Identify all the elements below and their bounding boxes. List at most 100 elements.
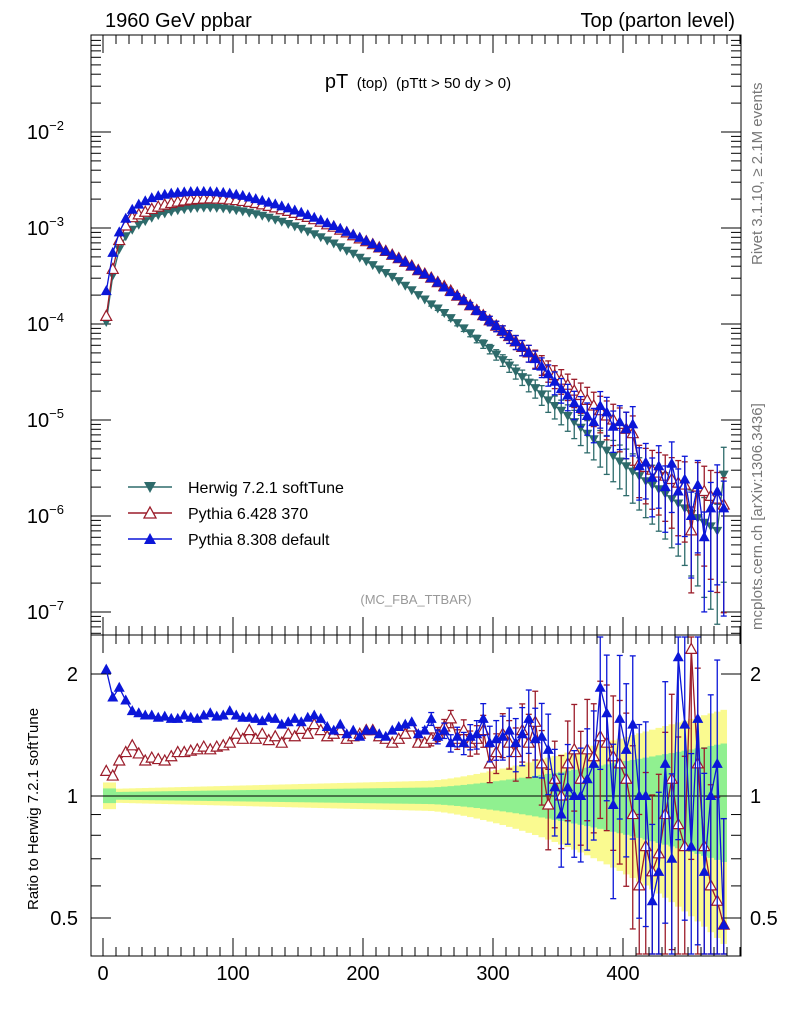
ratio-point-pythia8	[607, 799, 619, 810]
ratio-point-pythia8	[718, 919, 730, 930]
main-point-herwig	[517, 373, 528, 383]
ratio-point-pythia8	[328, 724, 340, 735]
main-point-pythia8	[380, 245, 392, 256]
main-point-herwig	[562, 412, 573, 422]
ratio-point-pythia8	[321, 720, 333, 731]
main-point-herwig	[556, 406, 567, 416]
main-point-pythia8	[445, 286, 457, 297]
main-tick-label: 10−7	[27, 598, 64, 624]
main-point-herwig	[497, 356, 508, 366]
main-point-pythia8	[432, 276, 444, 287]
legend-label-herwig: Herwig 7.2.1 softTune	[188, 480, 344, 497]
legend: Herwig 7.2.1 softTune Pythia 6.428 370 P…	[128, 480, 344, 549]
main-point-herwig	[523, 378, 534, 388]
main-point-pythia8	[120, 212, 132, 223]
main-point-herwig	[549, 401, 560, 411]
main-tick-label: 10−5	[27, 406, 64, 432]
main-point-pythia8	[627, 418, 639, 429]
main-point-pythia8	[536, 360, 548, 371]
ratio-point-pythia8	[659, 757, 671, 768]
main-point-herwig	[484, 344, 495, 354]
ratio-point-pythia8	[698, 865, 710, 876]
main-point-herwig	[179, 205, 190, 215]
main-point-herwig	[283, 220, 294, 230]
main-point-pythia8	[549, 375, 561, 386]
ratio-panel: 2 2 1 1 0.5 0.5	[50, 634, 778, 957]
ratio-point-pythia8	[581, 773, 593, 784]
main-point-herwig	[289, 222, 300, 232]
series-pythia8	[100, 185, 730, 617]
rivet-label: Rivet 3.1.10, ≥ 2.1M events	[749, 83, 766, 266]
main-point-pythia8	[256, 194, 268, 205]
main-point-pythia8	[477, 309, 489, 320]
x-axis-ticks: 0 100 200 300 400	[97, 35, 741, 985]
ratio-point-pythia8	[529, 733, 541, 744]
ratio-point-pythia8	[503, 724, 515, 735]
ratio-point-pythia8	[334, 718, 346, 729]
legend-marker-pythia8	[144, 533, 156, 544]
main-point-herwig	[133, 220, 144, 230]
ratio-point-pythia6	[684, 642, 698, 655]
ratio-series-group	[99, 636, 731, 955]
main-point-pythia8	[705, 502, 717, 513]
main-point-pythia8	[412, 264, 424, 275]
ratio-point-pythia6	[119, 745, 133, 758]
main-point-pythia8	[529, 353, 541, 364]
main-point-pythia6	[697, 484, 711, 497]
main-point-pythia8	[393, 252, 405, 263]
main-point-pythia8	[321, 217, 333, 228]
ratio-point-pythia8	[367, 724, 379, 735]
ratio-point-pythia8	[490, 733, 502, 744]
ratio-point-pythia8	[204, 707, 216, 718]
ratio-point-pythia8	[263, 711, 275, 722]
main-point-herwig	[569, 418, 580, 428]
main-point-pythia8	[406, 260, 418, 271]
main-point-pythia8	[620, 423, 632, 434]
main-point-pythia8	[542, 368, 554, 379]
ratio-point-pythia8	[308, 709, 320, 720]
main-point-herwig	[354, 253, 365, 263]
ratio-point-pythia8	[575, 790, 587, 800]
ratio-point-pythia8	[555, 808, 567, 819]
x-tick-label: 200	[346, 963, 379, 985]
plot-title: pT (top) (pTtt > 50 dy > 0)	[325, 71, 511, 93]
main-point-pythia8	[295, 206, 307, 217]
main-point-pythia8	[373, 241, 385, 252]
ratio-point-pythia6	[106, 768, 120, 781]
ratio-point-pythia8	[614, 712, 626, 723]
ratio-point-pythia6	[307, 717, 321, 730]
ratio-point-pythia8	[685, 840, 697, 851]
ratio-point-pythia8	[672, 651, 684, 662]
ratio-point-pythia8	[497, 730, 509, 741]
main-point-herwig	[341, 246, 352, 256]
ratio-ylabel: Ratio to Herwig 7.2.1 softTune	[25, 708, 42, 910]
main-point-herwig	[172, 206, 183, 216]
legend-marker-herwig	[144, 482, 156, 493]
ratio-point-pythia8	[386, 724, 398, 735]
ratio-point-pythia8	[562, 781, 574, 792]
ratio-point-pythia6	[255, 727, 269, 739]
main-point-herwig	[114, 245, 125, 255]
x-tick-label: 400	[606, 963, 639, 985]
main-point-pythia8	[230, 188, 242, 199]
ratio-point-pythia6	[236, 732, 250, 744]
ratio-point-pythia6	[444, 711, 458, 724]
ratio-point-pythia8	[471, 728, 483, 739]
ratio-point-pythia8	[516, 728, 528, 739]
main-point-pythia8	[289, 204, 301, 215]
main-point-herwig	[621, 462, 632, 472]
ratio-point-pythia8	[380, 730, 392, 741]
main-point-pythia8	[640, 456, 652, 467]
main-tick-label: 10−4	[27, 310, 64, 336]
main-point-pythia8	[282, 202, 294, 213]
main-point-herwig	[374, 265, 385, 275]
main-point-pythia8	[698, 531, 710, 542]
main-point-pythia8	[451, 290, 463, 301]
main-point-pythia8	[354, 231, 366, 242]
main-point-herwig	[413, 291, 424, 301]
main-point-pythia8	[347, 228, 359, 239]
ratio-point-pythia8	[250, 712, 262, 723]
main-point-pythia6	[99, 309, 113, 321]
main-point-herwig	[328, 239, 339, 249]
main-point-pythia8	[386, 249, 398, 260]
